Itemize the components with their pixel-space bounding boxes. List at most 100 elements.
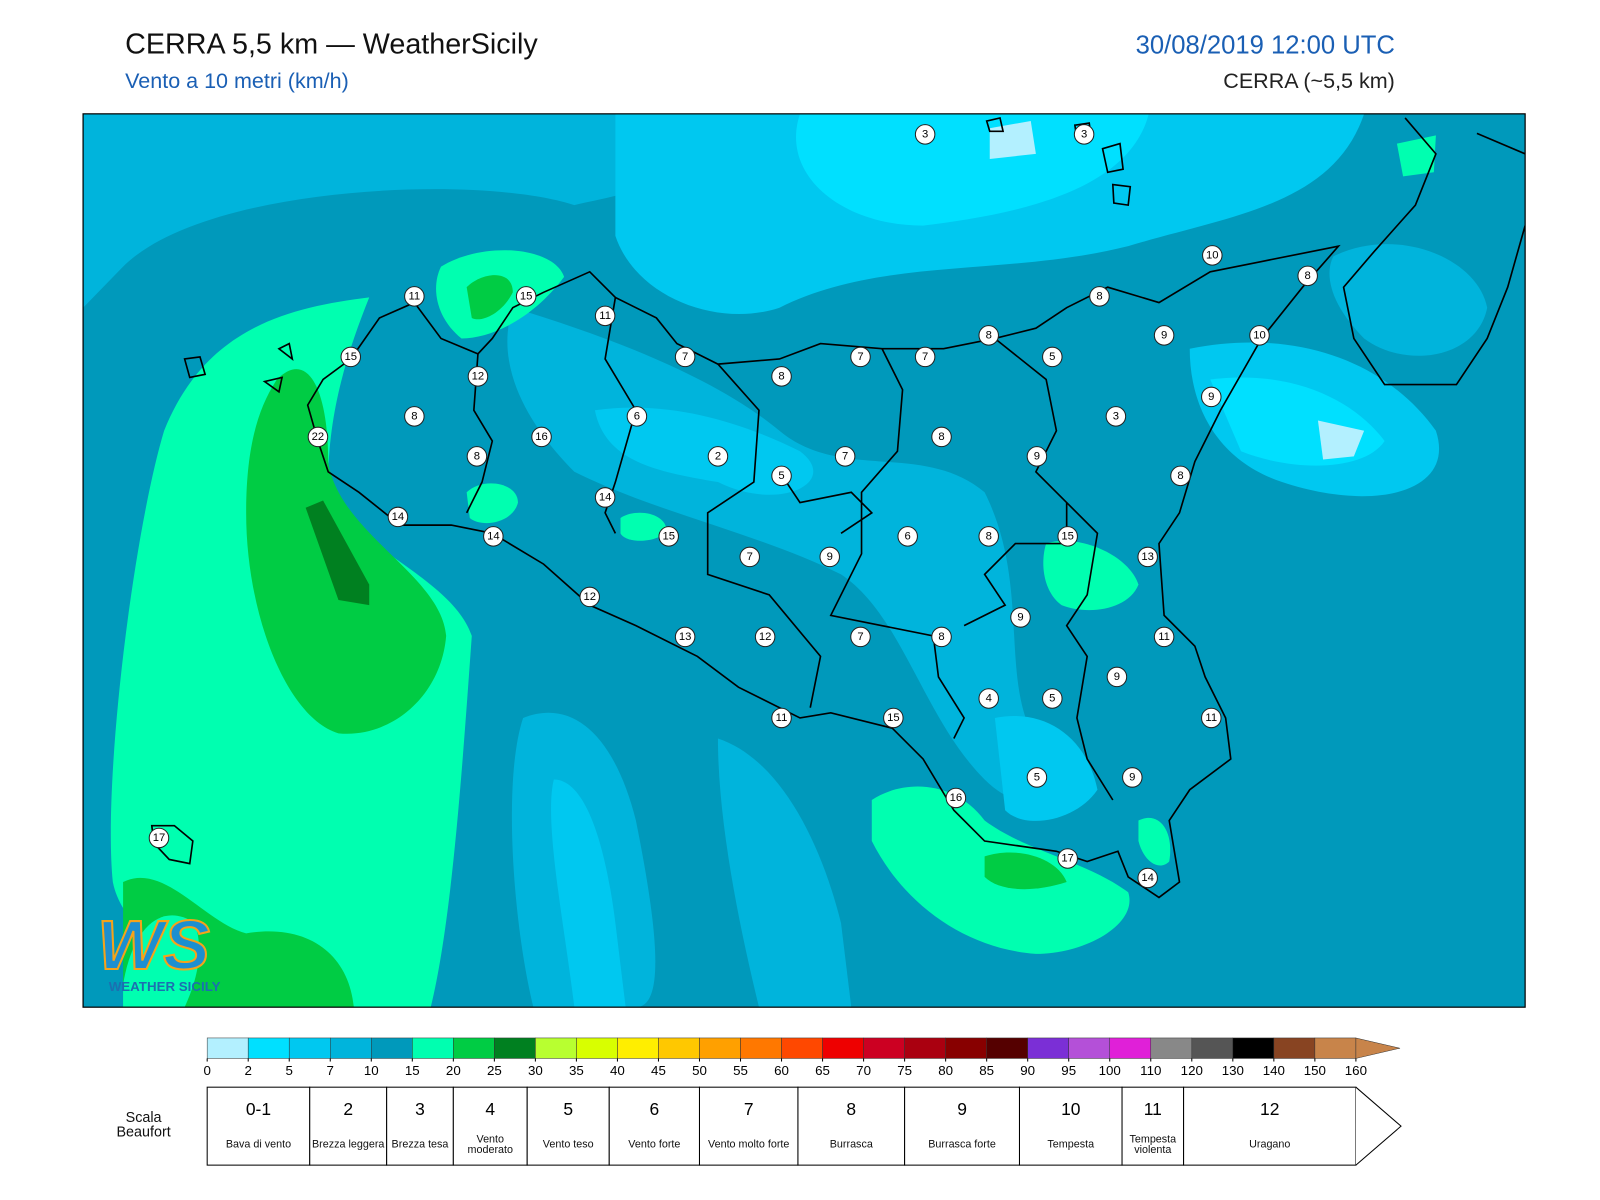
colorbar-segment — [617, 1037, 659, 1059]
station-marker — [771, 465, 792, 487]
station-value: 5 — [1049, 351, 1055, 363]
title: CERRA 5,5 km — WeatherSicily — [125, 28, 538, 60]
station-value: 14 — [599, 491, 612, 503]
beaufort-force: 4 — [485, 1099, 495, 1119]
station-labels: 3 3 10 8 11 15 11 8 8 9 10 15 7 7 7 5 12 8 9 8 6 3 22 16 8 8 2 7 9 5 8… — [148, 124, 1318, 889]
station-value: 7 — [682, 351, 688, 363]
colorbar-segment — [699, 1037, 741, 1059]
beaufort-force: 5 — [563, 1099, 573, 1119]
station-value: 17 — [153, 832, 166, 844]
beaufort-name: Brezza tesa — [391, 1138, 449, 1151]
beaufort-name-box: Tempesta violenta — [1129, 1134, 1176, 1155]
colorbar-segment — [904, 1037, 946, 1059]
station-value: 7 — [857, 631, 863, 643]
station-value: 2 — [715, 450, 721, 462]
station-marker — [771, 366, 792, 387]
station-value: 8 — [986, 329, 992, 341]
colorbar-segment — [1232, 1037, 1275, 1059]
station-marker — [1137, 546, 1158, 568]
station-marker — [914, 346, 936, 368]
beaufort-force: 6 — [650, 1099, 660, 1119]
colorbar-tick-label: 35 — [569, 1063, 584, 1078]
station-marker — [531, 426, 552, 448]
station-marker — [1249, 325, 1270, 346]
station-marker — [483, 526, 504, 547]
station-marker — [1057, 526, 1078, 547]
beaufort-name: Tempesta — [1047, 1138, 1095, 1151]
colorbar: 0 2 5 7 10 15 20 25 30 35 40 45 50 55 60 65 70 75 80 85 90 95… — [203, 1037, 1401, 1078]
beaufort-name: Uragano — [1249, 1138, 1291, 1151]
colorbar-segment — [371, 1037, 413, 1059]
beaufort-cell — [309, 1086, 388, 1166]
station-value: 3 — [1081, 128, 1087, 140]
beaufort-name: Vento moderato — [467, 1133, 513, 1156]
beaufort-name-box: Burrasca — [830, 1139, 873, 1150]
beaufort-label: Scala Beaufort — [116, 1108, 171, 1140]
colorbar-segment — [247, 1037, 290, 1059]
colorbar-segment — [206, 1037, 249, 1059]
station-value: 14 — [1141, 872, 1154, 884]
colorbar-segment — [1191, 1037, 1234, 1059]
station-marker — [466, 446, 488, 467]
colorbar-segment — [822, 1037, 864, 1059]
colorbar-tick-label: 140 — [1263, 1063, 1285, 1078]
station-value: 14 — [487, 530, 500, 542]
beaufort-cell — [1018, 1086, 1123, 1166]
station-marker — [1073, 124, 1095, 145]
colorbar-tick-label: 75 — [897, 1063, 912, 1078]
station-value: 8 — [778, 370, 784, 382]
station-marker — [978, 325, 999, 346]
colorbar-tick-label: 20 — [446, 1063, 461, 1078]
station-value: 8 — [938, 631, 944, 643]
colorbar-tick-label: 0 — [203, 1063, 210, 1078]
colorbar-tick-label: 110 — [1140, 1063, 1161, 1078]
beaufort-cell — [452, 1086, 528, 1166]
station-value: 8 — [411, 410, 417, 422]
beaufort-force: 12 — [1260, 1099, 1279, 1119]
station-value: 5 — [1049, 692, 1055, 704]
station-marker — [674, 626, 696, 648]
station-value: 11 — [1158, 631, 1170, 643]
station-marker — [1297, 265, 1318, 287]
colorbar-arrow — [1355, 1037, 1401, 1059]
station-marker — [148, 827, 170, 849]
beaufort-force: 10 — [1061, 1099, 1081, 1119]
beaufort-name-box: Tempesta — [1047, 1138, 1095, 1151]
beaufort-name: Vento forte — [628, 1138, 681, 1151]
colorbar-tick-label: 7 — [327, 1063, 334, 1078]
colorbar-segment — [453, 1037, 495, 1059]
station-marker — [1137, 867, 1158, 889]
colorbar-segment — [412, 1037, 454, 1059]
colorbar-segment — [1027, 1037, 1069, 1059]
station-marker — [1122, 767, 1143, 788]
subtitle: Vento a 10 metri (km/h) — [125, 69, 349, 93]
beaufort-cell — [698, 1086, 799, 1166]
beaufort-scale: Scala Beaufort 0-1 Bava di vento 2 Brezza le… — [116, 1086, 1402, 1166]
station-value: 15 — [662, 530, 675, 542]
colorbar-segment — [658, 1037, 700, 1059]
station-marker — [850, 626, 871, 648]
station-marker — [1026, 767, 1048, 788]
station-marker — [914, 124, 936, 145]
station-marker — [1106, 666, 1128, 688]
station-value: 8 — [938, 431, 944, 443]
station-marker — [897, 526, 918, 547]
station-marker — [404, 406, 425, 427]
station-marker — [1057, 848, 1078, 869]
station-marker — [404, 286, 425, 307]
colorbar-tick-label: 40 — [610, 1063, 625, 1078]
station-value: 10 — [1206, 249, 1219, 261]
station-marker — [1010, 607, 1031, 628]
station-value: 3 — [922, 128, 928, 140]
station-marker — [594, 487, 616, 508]
colorbar-tick-label: 150 — [1304, 1063, 1326, 1078]
station-marker — [931, 626, 952, 648]
station-value: 8 — [1096, 290, 1102, 302]
colorbar-tick-label: 55 — [733, 1063, 748, 1078]
colorbar-segment — [945, 1037, 987, 1059]
station-value: 13 — [679, 631, 692, 643]
colorbar-tick-label: 100 — [1099, 1063, 1121, 1078]
beaufort-name: Vento teso — [542, 1138, 594, 1151]
datetime: 30/08/2019 12:00 UTC — [1136, 31, 1395, 59]
